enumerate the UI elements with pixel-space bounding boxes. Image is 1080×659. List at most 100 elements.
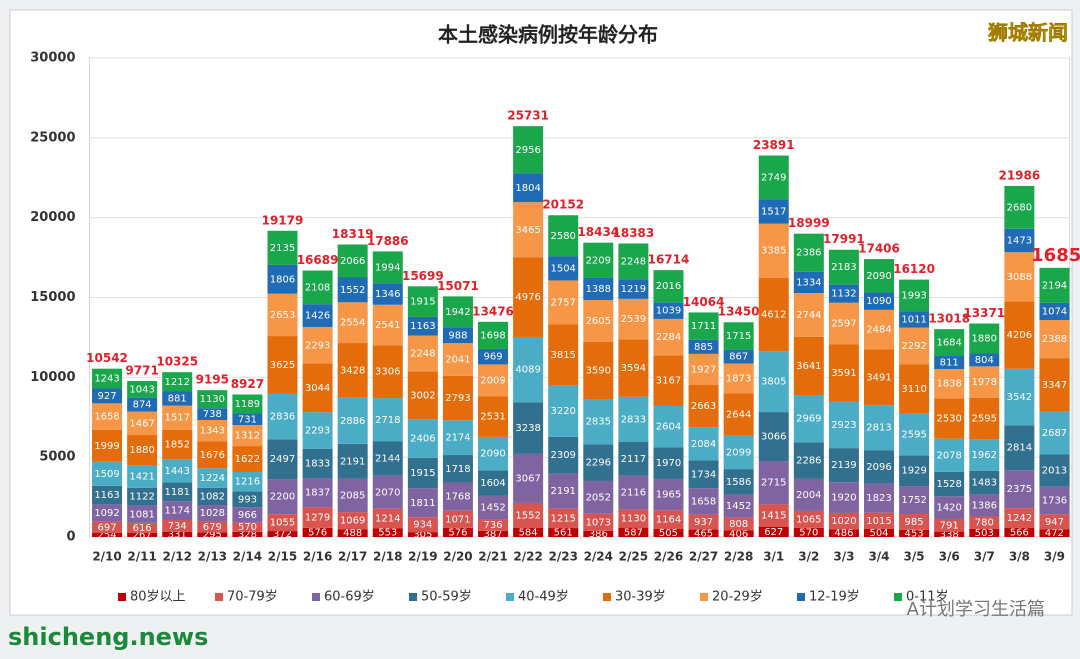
bar-segment [618,527,649,537]
bar-segment [548,385,579,437]
bar-segment [372,441,403,476]
bar-segment [1004,527,1035,537]
bar-segment [267,336,298,394]
data-label: 1071 [445,514,470,525]
bar-segment [407,419,438,458]
bar-segment [899,279,930,312]
data-label: 2680 [1007,202,1032,213]
total-label: 13371 [963,306,1005,320]
data-label: 1011 [901,315,926,326]
total-label: 25731 [507,109,549,123]
bar-segment [302,527,333,537]
x-tick-label: 2/15 [268,550,297,564]
legend-swatch [118,593,126,601]
data-label: 1852 [164,440,189,451]
data-label: 2595 [901,430,926,441]
data-label: 616 [133,523,152,534]
data-label: 576 [448,527,467,538]
data-label: 2183 [831,262,856,273]
data-label: 2194 [1042,280,1067,291]
data-label: 295 [203,530,222,541]
data-label: 3542 [1007,392,1032,403]
bar-segment [197,441,228,469]
legend-label: 12-19岁 [809,590,860,605]
data-label: 1552 [515,510,540,521]
data-label: 1528 [936,479,961,490]
y-tick-label: 20000 [30,210,75,225]
data-label: 2078 [936,450,961,461]
total-label: 16858 [1031,245,1080,266]
data-label: 1718 [445,464,470,475]
data-label: 1388 [586,284,611,295]
bar-segment [372,283,403,305]
bar-segment [758,351,789,413]
bar-segment [723,435,754,470]
bar-segment [267,230,298,265]
x-tick-label: 2/28 [724,550,753,564]
legend-label: 50-59岁 [421,590,472,605]
bar-segment [618,279,649,299]
data-label: 1090 [866,296,891,307]
bar-segment [969,470,1000,495]
bar-segment [653,355,684,406]
total-label: 9771 [125,363,158,377]
bar-segment [127,435,158,466]
total-label: 18319 [332,227,374,241]
data-label: 553 [378,528,397,539]
bar-segment [548,324,579,386]
data-label: 566 [1010,527,1029,538]
bar-segment [92,388,123,404]
bar-segment [92,504,123,522]
bar-segment [583,341,614,400]
data-label: 2813 [866,423,891,434]
bar-segment [723,363,754,394]
legend-swatch [603,593,611,601]
data-label: 570 [238,522,257,533]
bar-segment [899,529,930,537]
bar-segment [127,411,158,436]
data-label: 2284 [656,332,681,343]
total-label: 18999 [788,216,830,230]
bar-segment [899,311,930,328]
legend-swatch [506,593,514,601]
bar-segment [478,470,509,496]
data-label: 1658 [94,412,119,423]
bar-segment [653,405,684,448]
bar-segment [302,326,333,364]
data-label: 937 [694,517,713,528]
bar-segment [127,532,158,537]
bar-segment [864,259,895,293]
bar-segment [92,403,123,430]
bar-segment [407,286,438,317]
data-label: 1163 [94,490,119,501]
bar-segment [688,427,719,461]
data-label: 584 [519,527,538,538]
bar-segment [162,372,193,392]
bar-segment [828,284,859,303]
y-tick-label: 0 [66,530,75,545]
bar-segment [828,448,859,483]
bar-segment [548,508,579,529]
bar-segment [337,478,368,513]
data-label: 1039 [656,306,681,317]
data-label: 1343 [200,426,225,437]
x-tick-label: 2/11 [127,550,156,564]
bar-segment [548,280,579,325]
data-label: 874 [133,400,152,411]
x-tick-label: 2/20 [443,550,472,564]
data-label: 472 [1045,528,1064,539]
bar-segment [162,519,193,532]
bar-segment [899,327,930,365]
total-label: 18383 [613,226,655,240]
bar-segment [934,329,965,357]
data-label: 2248 [410,348,435,359]
bar-segment [1039,302,1070,321]
data-label: 1978 [972,377,997,388]
chart-title: 本土感染病例按年龄分布 [438,23,658,47]
x-tick-label: 3/5 [904,550,925,564]
bar-segment [653,528,684,537]
bar-segment [197,420,228,442]
bar-segment [758,504,789,527]
data-label: 3347 [1042,380,1067,391]
bar-segment [442,375,473,421]
